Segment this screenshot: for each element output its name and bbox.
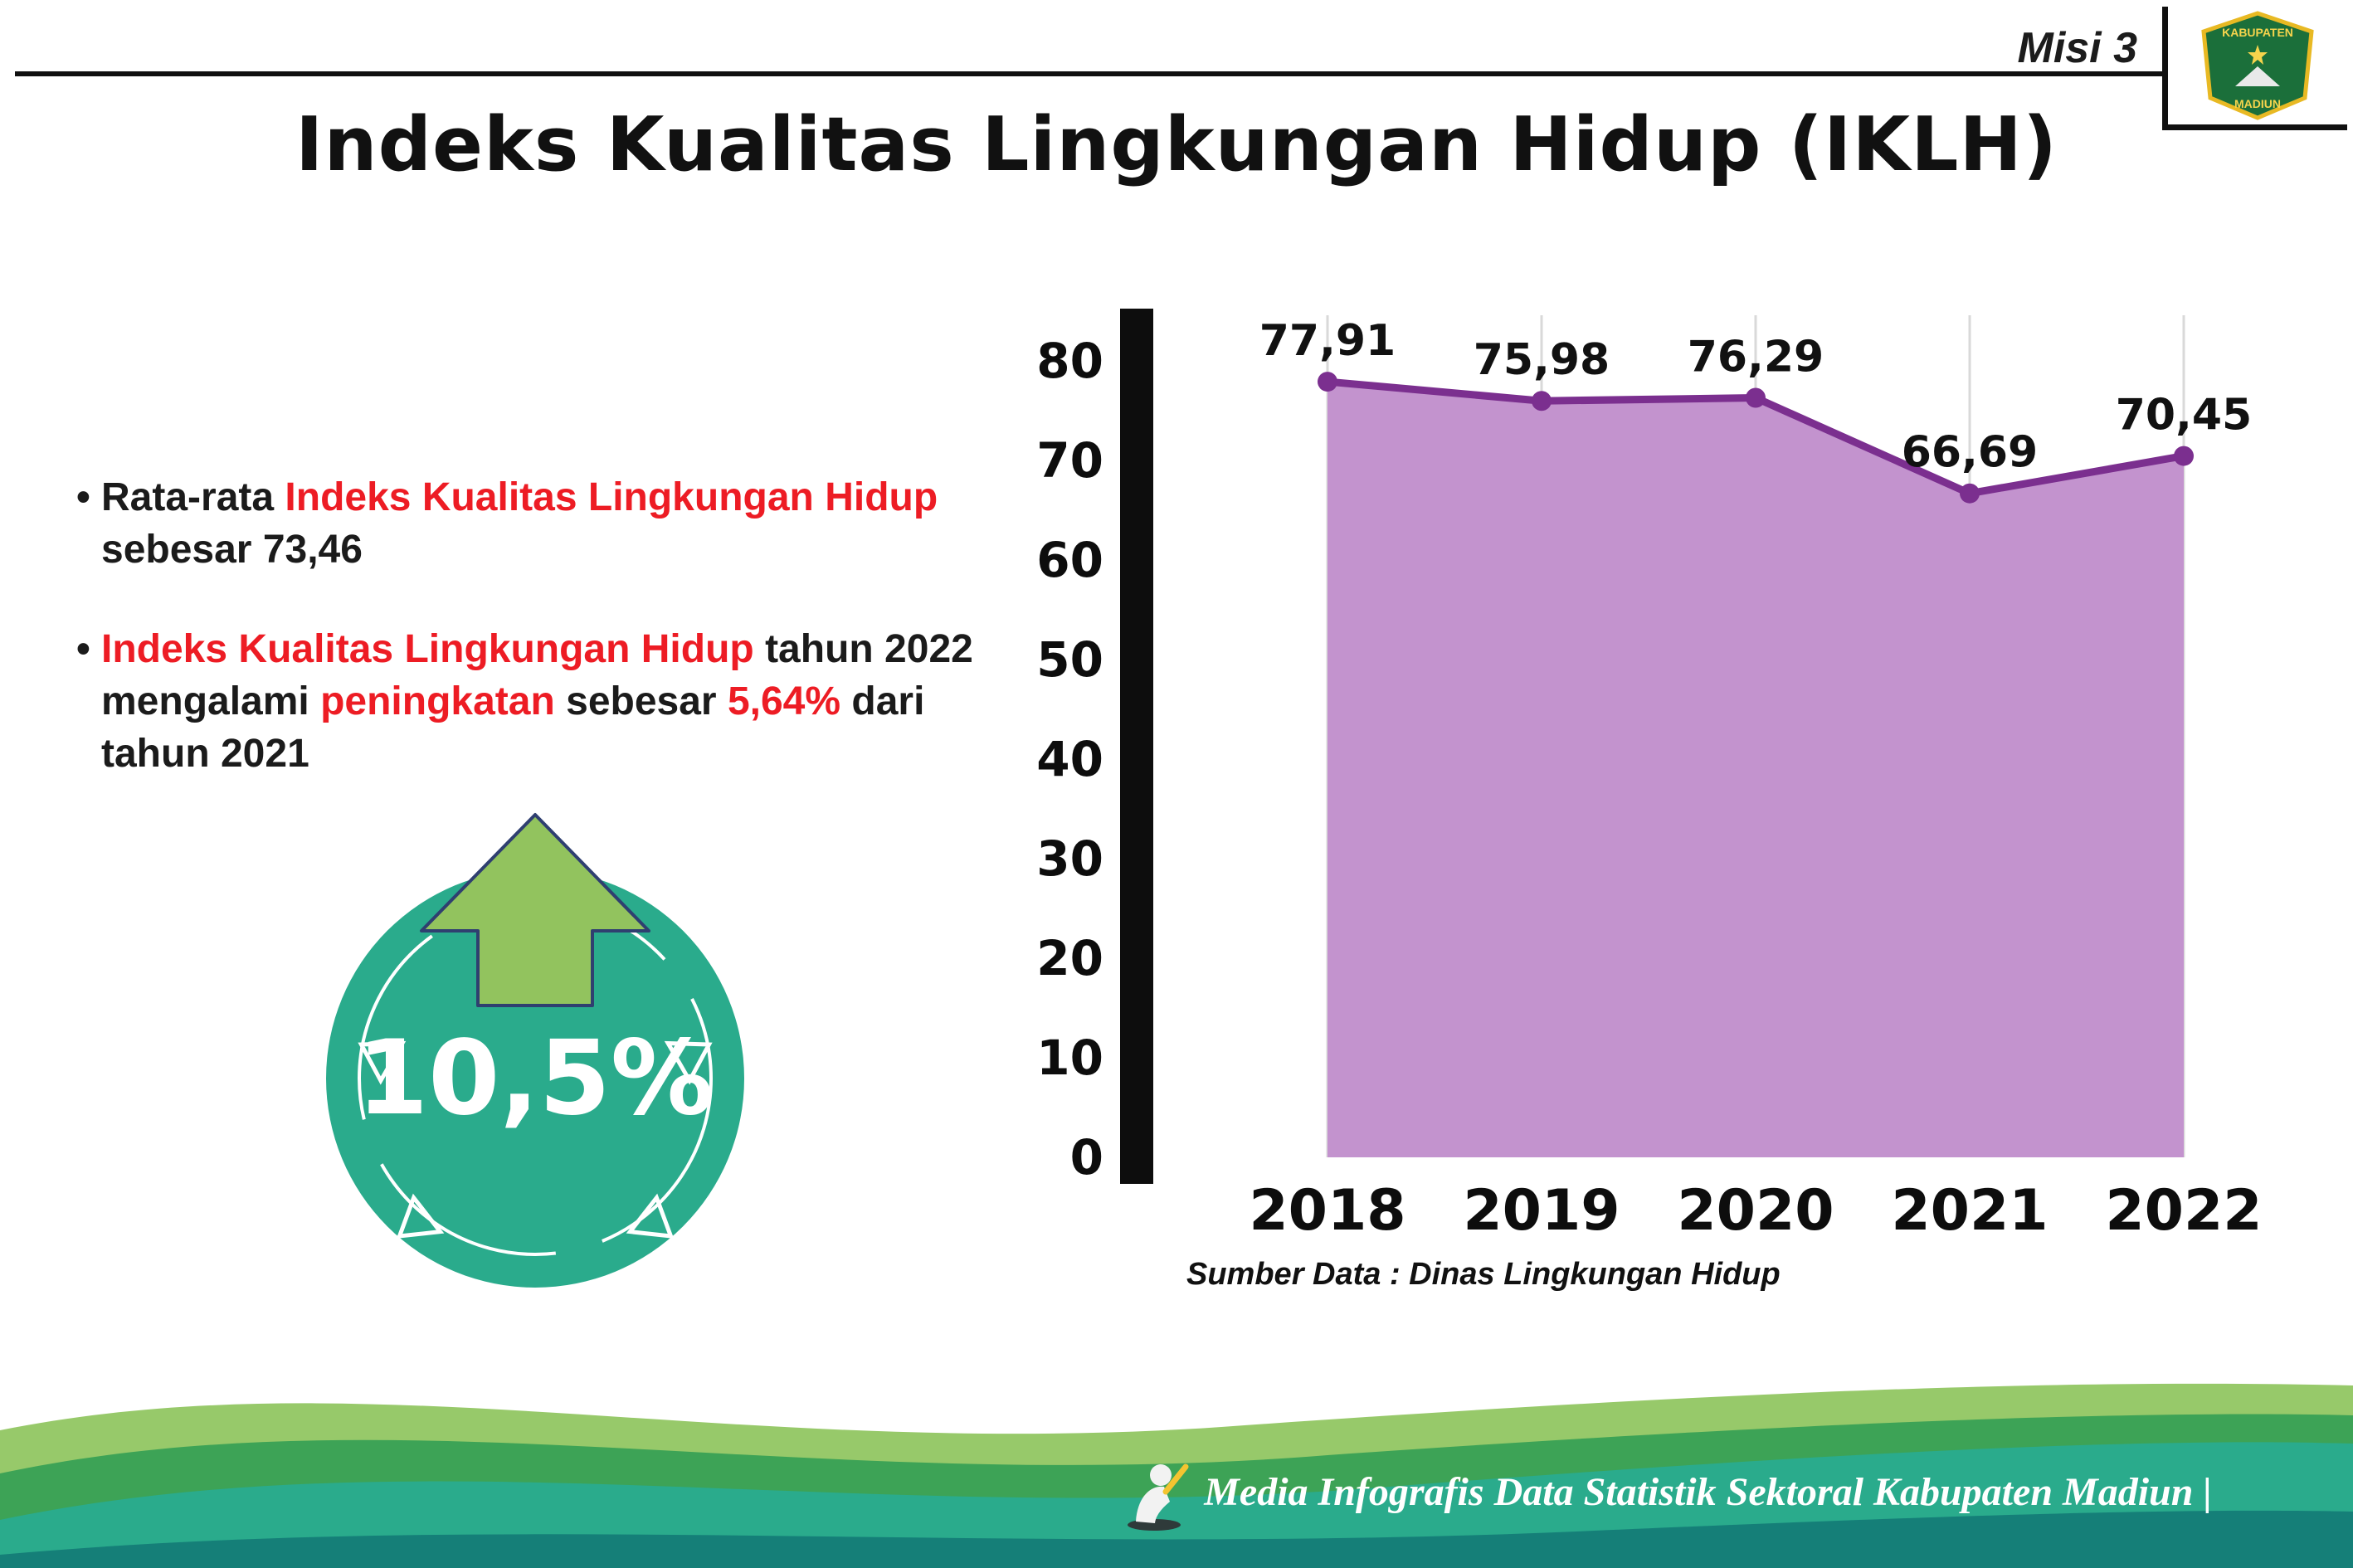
- x-tick-label: 2018: [1249, 1178, 1405, 1244]
- x-tick-labels: 2018 2019 2020 2021 2022: [1249, 1178, 2262, 1244]
- ring-triangle-icon: [396, 1193, 445, 1239]
- ring-triangle-icon: [664, 1040, 713, 1085]
- footer-wave-deep-teal: [0, 1510, 2353, 1568]
- data-point: [1960, 483, 1980, 504]
- ring-triangle-icon: [626, 1193, 675, 1239]
- y-tick-label: 30: [1036, 830, 1103, 887]
- y-tick-label: 80: [1036, 333, 1103, 389]
- bullet2-highlight3: 5,64%: [727, 679, 841, 724]
- data-point: [1746, 387, 1766, 408]
- misi-label: Misi 3: [2017, 24, 2138, 72]
- bullet2-l2-post: dari: [840, 679, 925, 724]
- y-tick-label: 0: [1070, 1129, 1103, 1186]
- y-tick-label: 40: [1036, 731, 1103, 787]
- chart-panel: 0 10 20 30 40 50 60 70 80 2018 2019 2020 2021 2022 7…: [979, 290, 2290, 1319]
- data-value-labels: 77,91 75,98 76,29 66,69 70,45: [1259, 316, 2252, 478]
- bullet2-line3: tahun 2021: [101, 732, 309, 777]
- data-point: [1532, 391, 1552, 411]
- y-tick-label: 60: [1036, 532, 1103, 588]
- value-label: 77,91: [1259, 316, 1396, 366]
- chart-source: Sumber Data : Dinas Lingkungan Hidup: [1186, 1257, 1781, 1292]
- bullet-average: • Rata-rata Indeks Kualitas Lingkungan H…: [76, 471, 1006, 577]
- chart-area-series: [1318, 372, 2194, 1157]
- kabupaten-madiun-logo: KABUPATEN MADIUN: [2201, 11, 2314, 120]
- badge-circle: [326, 869, 744, 1288]
- logo-star-icon: [2248, 45, 2268, 65]
- bullet2-l2-mid: sebesar: [554, 679, 728, 724]
- x-tick-label: 2022: [2105, 1178, 2262, 1244]
- data-point: [2174, 446, 2194, 466]
- key-points: • Rata-rata Indeks Kualitas Lingkungan H…: [76, 471, 1006, 827]
- data-point: [1318, 372, 1337, 392]
- x-tick-label: 2021: [1891, 1178, 2048, 1244]
- logo-frame: KABUPATEN MADIUN: [2162, 7, 2347, 130]
- iklh-area-chart: 0 10 20 30 40 50 60 70 80 2018 2019 2020 2021 2022 7…: [1036, 309, 2263, 1244]
- footer-text: Media Infografis Data Statistik Sektoral…: [1204, 1469, 2212, 1514]
- mascot-icon: [1128, 1463, 1189, 1531]
- y-axis-bar: [1120, 309, 1153, 1184]
- x-tick-label: 2020: [1677, 1178, 1834, 1244]
- logo-bottom-text: MADIUN: [2234, 97, 2281, 110]
- bullet-increase: • Indeks Kualitas Lingkungan Hidup tahun…: [76, 623, 1006, 781]
- bullet1-pre: Rata-rata: [101, 475, 285, 519]
- increase-badge: 10,5%: [326, 813, 744, 1288]
- value-label: 76,29: [1688, 333, 1824, 382]
- area-fill: [1328, 382, 2184, 1157]
- x-tick-label: 2019: [1463, 1178, 1620, 1244]
- value-label: 66,69: [1902, 428, 2038, 478]
- page-title: Indeks Kualitas Lingkungan Hidup (IKLH): [295, 101, 2058, 188]
- top-divider: [15, 71, 2162, 76]
- y-tick-label: 70: [1036, 432, 1103, 489]
- bullet2-highlight2: peningkatan: [320, 679, 555, 724]
- bullet1-highlight: Indeks Kualitas Lingkungan Hidup: [285, 475, 938, 519]
- y-tick-label: 50: [1036, 631, 1103, 688]
- bullet2-highlight1: Indeks Kualitas Lingkungan Hidup: [101, 626, 754, 671]
- bullet-dot: •: [76, 475, 90, 519]
- up-arrow-icon: [420, 813, 650, 1007]
- logo-top-text: KABUPATEN: [2222, 26, 2293, 39]
- y-tick-labels: 0 10 20 30 40 50 60 70 80: [1036, 333, 1103, 1186]
- bullet1-line2: sebesar 73,46: [101, 528, 363, 572]
- y-tick-label: 20: [1036, 930, 1103, 986]
- footer: Media Infografis Data Statistik Sektoral…: [0, 1450, 2353, 1533]
- logo-mountain-icon: [2235, 66, 2280, 86]
- value-label: 70,45: [2116, 391, 2252, 441]
- bullet2-l2-pre: mengalami: [101, 679, 321, 724]
- value-label: 75,98: [1474, 335, 1610, 385]
- bullet2-post1: tahun 2022: [753, 626, 973, 671]
- y-tick-label: 10: [1036, 1030, 1103, 1086]
- bullet-dot: •: [76, 626, 90, 671]
- badge-value: 10,5%: [357, 1019, 714, 1138]
- logo-shield: [2201, 11, 2314, 120]
- ring-triangle-icon: [358, 1040, 407, 1085]
